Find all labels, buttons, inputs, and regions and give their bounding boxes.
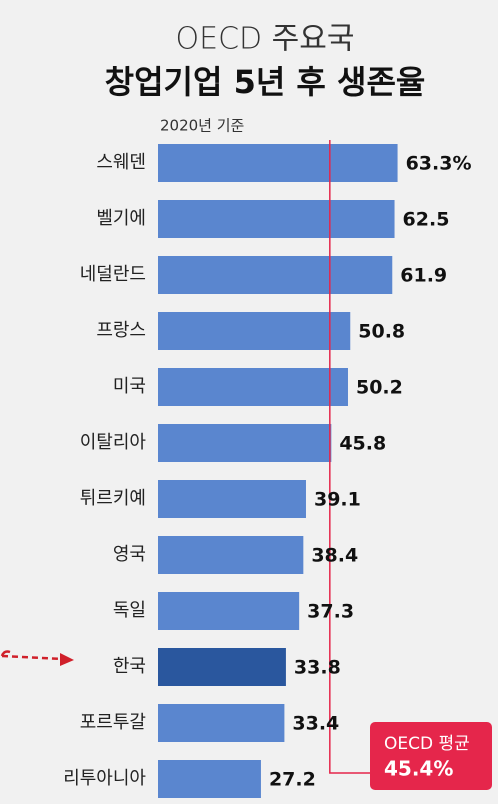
average-name: OECD 평균 [384,734,470,754]
value-label: 63.3% [406,153,472,175]
bar [158,480,306,518]
category-label: 리투아니아 [63,768,146,789]
value-label: 33.8 [294,657,341,679]
bar [158,760,261,798]
average-label: 45.4% [384,757,453,781]
average-connector [329,769,370,774]
bar [158,312,351,350]
value-label: 39.1 [314,489,361,511]
bar [158,648,286,686]
bar [158,256,393,294]
category-label: 미국 [113,376,146,397]
bar [158,704,285,742]
chart-subtitle: 창업기업 5년 후 생존율 [105,63,426,101]
category-label: 한국 [113,656,146,677]
value-label: 33.4 [292,713,339,735]
category-label: 독일 [113,600,146,621]
category-label: 프랑스 [96,320,146,341]
category-label: 벨기에 [96,208,146,229]
value-label: 50.2 [356,377,403,399]
average-box [370,722,492,790]
bar [158,144,398,182]
bar [158,368,348,406]
bar [158,200,395,238]
value-label: 38.4 [311,545,358,567]
value-label: 37.3 [307,601,354,623]
category-label: 튀르키예 [80,488,146,509]
pointer-arrow [1,654,63,661]
value-label: 45.8 [339,433,386,455]
bar [158,536,304,574]
chart-title: OECD 주요국 [176,22,355,57]
bar [158,424,332,462]
category-label: 스웨덴 [96,152,146,173]
chart-note: 2020년 기준 [160,117,245,135]
category-label: 영국 [113,544,146,565]
value-label: 27.2 [269,769,316,791]
category-label: 포르투갈 [80,712,146,733]
category-label: 네덜란드 [80,264,146,285]
value-label: 62.5 [403,209,450,231]
pointer-arrow-tail [0,650,11,657]
category-label: 이탈리아 [80,432,147,453]
pointer-arrow-head [60,653,74,666]
bar [158,592,300,630]
value-label: 61.9 [400,265,447,287]
value-label: 50.8 [358,321,405,343]
